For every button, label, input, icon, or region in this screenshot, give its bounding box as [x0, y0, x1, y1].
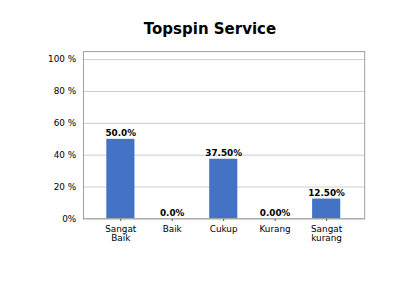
svg-text:20 %: 20 %	[54, 182, 76, 192]
svg-text:SangatBaik: SangatBaik	[105, 224, 137, 243]
svg-text:37.50%: 37.50%	[205, 148, 242, 158]
svg-text:40 %: 40 %	[54, 150, 76, 160]
svg-text:100 %: 100 %	[48, 54, 76, 64]
svg-text:80 %: 80 %	[54, 86, 76, 96]
svg-text:12.50%: 12.50%	[308, 188, 345, 198]
svg-text:0.0%: 0.0%	[160, 208, 185, 218]
svg-text:0.00%: 0.00%	[260, 208, 291, 218]
svg-text:60 %: 60 %	[54, 118, 76, 128]
svg-text:Cukup: Cukup	[210, 224, 238, 234]
svg-text:50.0%: 50.0%	[105, 128, 136, 138]
svg-text:0%: 0%	[62, 214, 76, 224]
html-text:Topspin Service: Topspin Service	[143, 20, 277, 38]
svg-text:Kurang: Kurang	[260, 224, 291, 234]
svg-text:Baik: Baik	[163, 224, 183, 234]
svg-text:Sangatkurang: Sangatkurang	[311, 224, 343, 243]
